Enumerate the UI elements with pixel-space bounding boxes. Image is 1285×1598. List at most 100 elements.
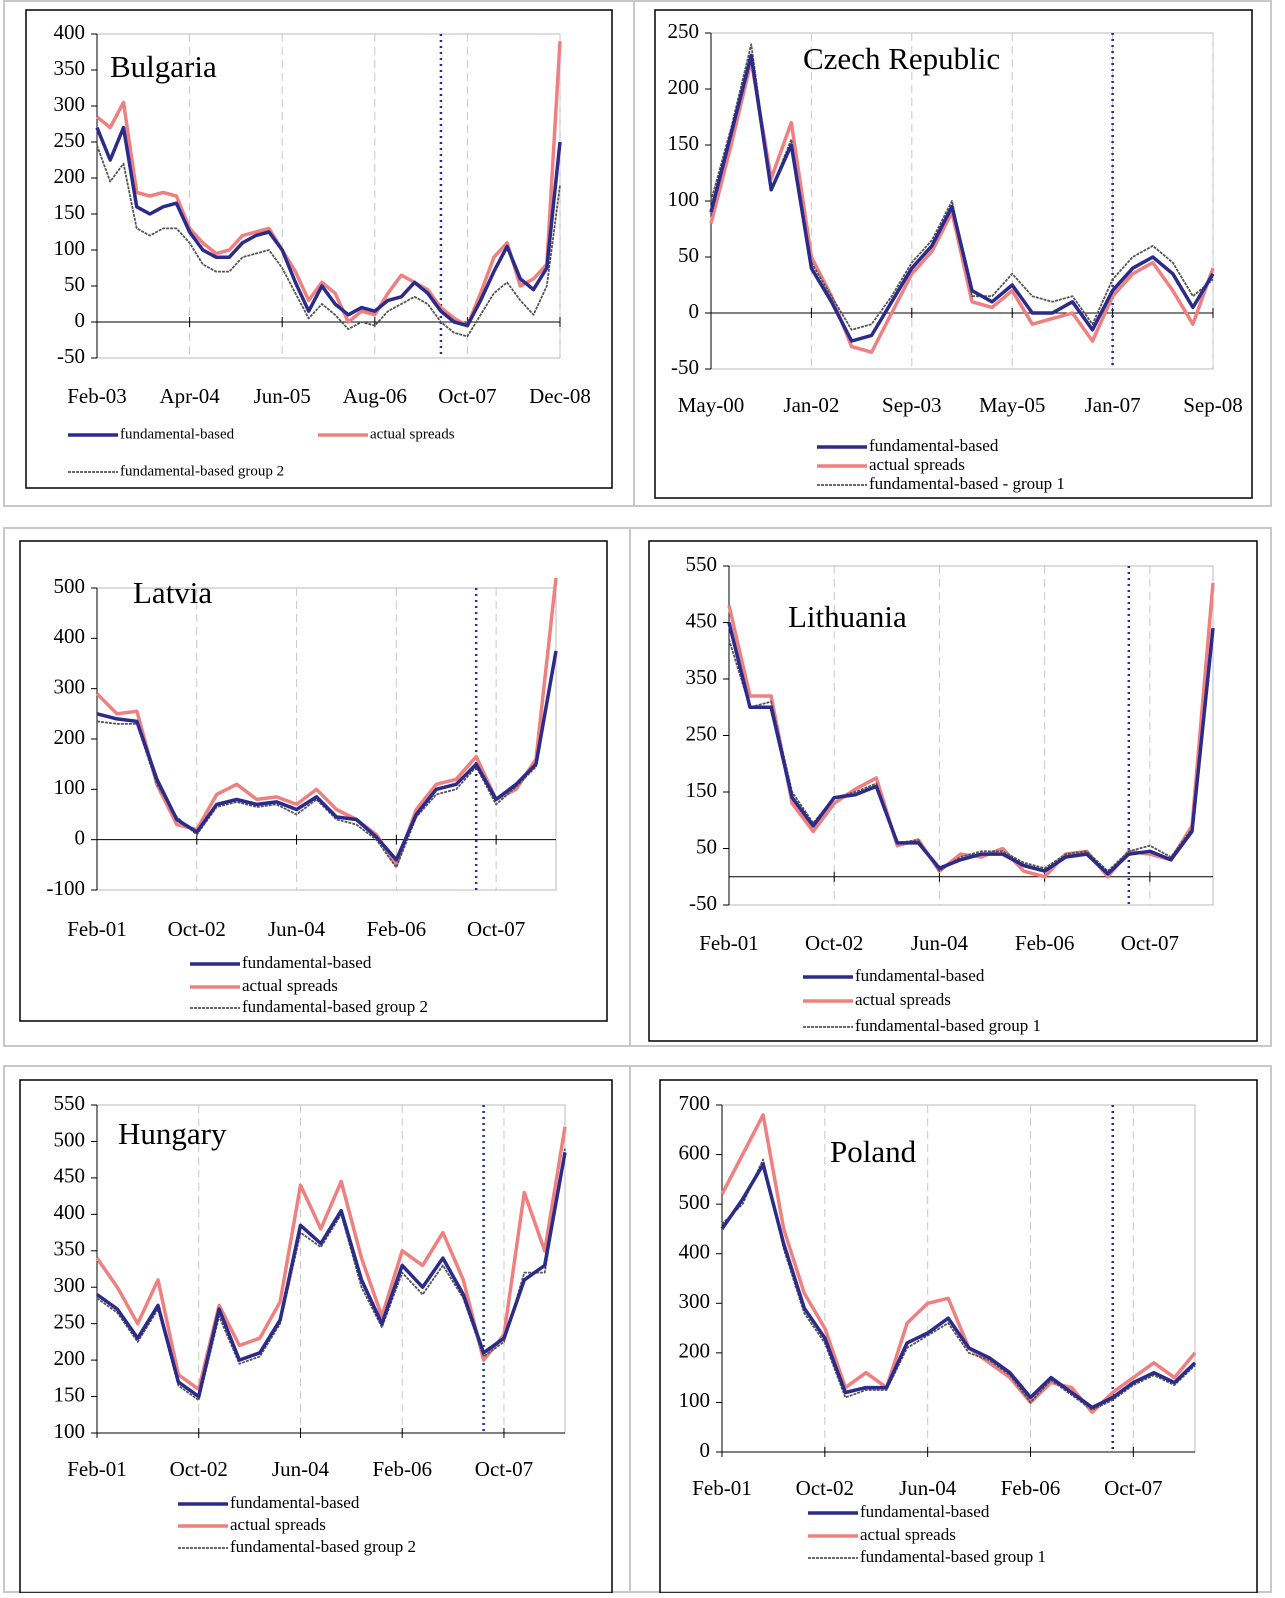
x-tick-label: Oct-07 — [438, 384, 496, 408]
y-tick-label: 350 — [686, 665, 718, 689]
panel-frame — [25, 9, 613, 489]
y-tick-label: 550 — [686, 552, 718, 576]
y-tick-label: 100 — [54, 775, 86, 799]
cell — [629, 527, 1272, 1047]
series-line — [720, 1113, 1197, 1415]
x-tick-label: May-05 — [979, 393, 1046, 417]
y-tick-label: -50 — [57, 344, 85, 368]
x-tick-label: Aug-06 — [343, 384, 407, 408]
legend-label: fundamental-based — [120, 426, 235, 442]
y-tick-label: 200 — [679, 1339, 711, 1363]
cell — [633, 0, 1272, 507]
x-tick-label: Oct-02 — [168, 917, 226, 941]
y-tick-label: 400 — [679, 1240, 711, 1264]
y-tick-label: 50 — [696, 834, 717, 858]
panel-frame — [648, 540, 1258, 1042]
x-tick-label: Feb-06 — [1001, 1476, 1061, 1500]
legend-label: actual spreads — [860, 1525, 956, 1544]
x-tick-label: Feb-03 — [67, 384, 127, 408]
y-tick-label: 400 — [54, 1200, 86, 1224]
series-line — [727, 622, 1215, 876]
plot-frame — [96, 1104, 566, 1434]
y-tick-label: 250 — [54, 1309, 86, 1333]
y-tick-label: 100 — [679, 1388, 711, 1412]
x-tick-label: Feb-01 — [67, 917, 127, 941]
x-tick-label: Feb-01 — [67, 1457, 127, 1481]
chart-title: Bulgaria — [110, 49, 217, 84]
series-line — [96, 653, 557, 869]
x-tick-label: May-00 — [678, 393, 745, 417]
x-tick-label: Jun-04 — [272, 1457, 330, 1481]
y-tick-label: 200 — [54, 725, 86, 749]
chart-title: Poland — [830, 1134, 917, 1169]
x-tick-label: Feb-06 — [1015, 931, 1075, 955]
x-tick-label: Oct-07 — [467, 917, 525, 941]
y-tick-label: 250 — [54, 128, 86, 152]
x-tick-label: Oct-07 — [475, 1457, 533, 1481]
legend-label: fundamental-based — [242, 953, 372, 972]
y-tick-label: 500 — [679, 1190, 711, 1214]
y-tick-label: 350 — [54, 56, 86, 80]
legend-label: fundamental-based group 1 — [860, 1547, 1046, 1566]
y-tick-label: 400 — [54, 624, 86, 648]
x-tick-label: Dec-08 — [529, 384, 591, 408]
x-tick-label: Feb-06 — [367, 917, 427, 941]
x-tick-label: Oct-07 — [1104, 1476, 1162, 1500]
legend-label: fundamental-based - group 1 — [869, 474, 1065, 493]
chart-title: Czech Republic — [803, 41, 1000, 76]
cell — [629, 1065, 1272, 1593]
y-tick-label: 700 — [679, 1091, 711, 1115]
y-tick-label: 600 — [679, 1140, 711, 1164]
series-line — [721, 1158, 1196, 1411]
x-tick-label: Feb-01 — [699, 931, 759, 955]
series-line — [95, 1152, 567, 1399]
series-line — [728, 633, 1214, 872]
series-line — [709, 59, 1215, 354]
legend-label: fundamental-based — [860, 1502, 990, 1521]
y-tick-label: 500 — [54, 1127, 86, 1151]
y-tick-label: -100 — [47, 876, 86, 900]
series-line — [95, 577, 558, 867]
y-tick-label: 200 — [54, 1346, 86, 1370]
x-tick-label: Jun-04 — [268, 917, 326, 941]
legend-label: fundamental-based group 2 — [120, 463, 284, 479]
series-line — [96, 650, 558, 862]
legend-label: fundamental-based group 2 — [230, 1537, 416, 1556]
series-line — [95, 41, 562, 328]
legend-label: fundamental-based group 1 — [855, 1016, 1041, 1035]
legend-label: actual spreads — [370, 426, 455, 442]
x-tick-label: Apr-04 — [159, 384, 220, 408]
series-line — [710, 43, 1214, 331]
y-tick-label: 200 — [54, 164, 86, 188]
chart-title: Lithuania — [788, 599, 907, 634]
y-tick-label: 50 — [64, 272, 85, 296]
plot-frame — [710, 32, 1214, 370]
legend-label: fundamental-based — [869, 436, 999, 455]
x-tick-label: Feb-06 — [372, 1457, 432, 1481]
x-tick-label: Oct-02 — [796, 1476, 854, 1500]
y-tick-label: 250 — [686, 721, 718, 745]
x-tick-label: Oct-02 — [805, 931, 863, 955]
y-tick-label: 200 — [668, 75, 700, 99]
y-tick-label: 50 — [678, 243, 699, 267]
y-tick-label: 300 — [679, 1289, 711, 1313]
y-tick-label: 300 — [54, 1273, 86, 1297]
y-tick-label: 0 — [75, 825, 86, 849]
x-tick-label: Jan-02 — [783, 393, 839, 417]
y-tick-label: -50 — [671, 355, 699, 379]
y-tick-label: 0 — [700, 1438, 711, 1462]
series-line — [96, 1148, 566, 1402]
y-tick-label: 150 — [54, 200, 86, 224]
cell — [3, 0, 635, 507]
chart-title: Hungary — [118, 1116, 227, 1151]
cell — [3, 1065, 631, 1593]
y-tick-label: 250 — [668, 19, 700, 43]
x-tick-label: Sep-08 — [1183, 393, 1243, 417]
y-tick-label: 100 — [54, 1419, 86, 1443]
plot-frame — [96, 587, 557, 891]
y-tick-label: 400 — [54, 20, 86, 44]
y-tick-label: 300 — [54, 92, 86, 116]
x-tick-label: Jun-04 — [899, 1476, 957, 1500]
x-tick-label: Jun-04 — [911, 931, 969, 955]
